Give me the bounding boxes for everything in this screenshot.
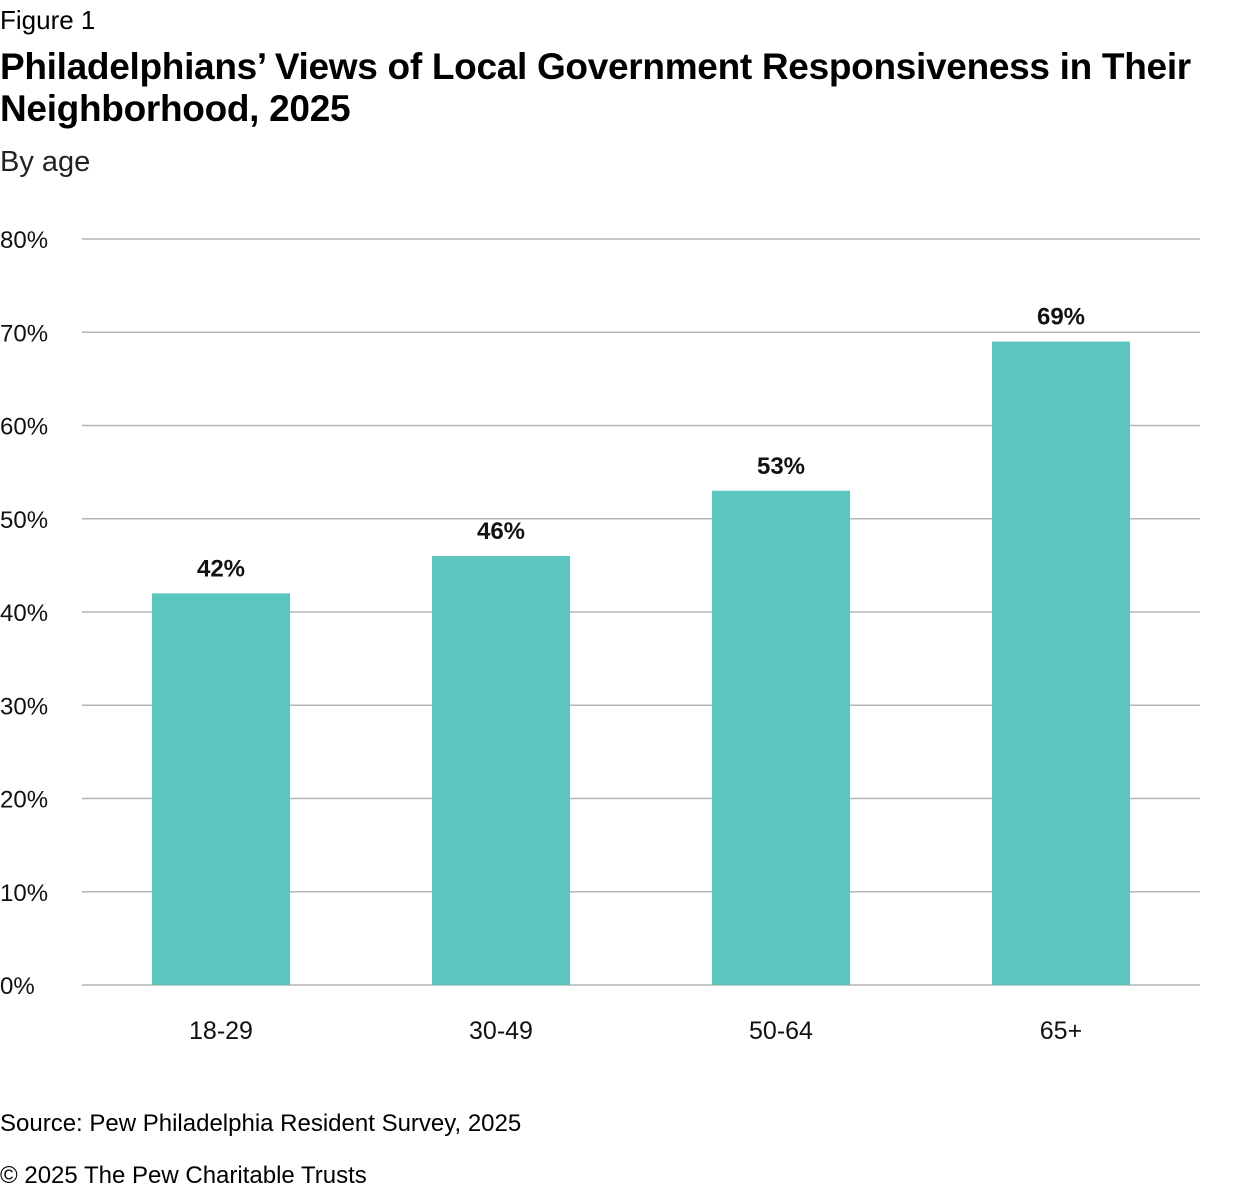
y-tick-label: 20% [0,787,48,814]
figure-label: Figure 1 [0,5,96,35]
y-tick-label: 80% [0,227,48,254]
copyright-note: © 2025 The Pew Charitable Trusts [0,1162,367,1189]
bar-chart: 0%10%20%30%40%50%60%70%80% 42%46%53%69% … [0,227,1200,1045]
bars [152,341,1130,985]
x-tick-label: 50-64 [749,1017,813,1045]
y-tick-label: 10% [0,880,48,907]
data-label: 42% [197,555,245,582]
bar-30-49 [432,556,570,985]
y-axis-tick-labels: 0% 10% 20% 30% 40% 50% 60% 70% 80% [0,227,48,1000]
y-tick-label: 70% [0,320,48,347]
bar-18-29 [152,593,290,985]
y-tick-label: 60% [0,414,48,441]
data-label: 53% [757,453,805,480]
y-tick-label: 50% [0,507,48,534]
x-tick-label: 65+ [1040,1017,1082,1045]
bar-50-64 [712,490,850,985]
x-tick-label: 18-29 [189,1017,253,1045]
chart-subtitle: By age [0,146,91,178]
bar-65+ [992,341,1130,985]
data-label: 46% [477,518,525,545]
y-tick-label: 0% [0,973,35,1000]
y-tick-label: 40% [0,600,48,627]
data-labels: 42% 46% 53% 69% [197,304,1085,583]
source-note: Source: Pew Philadelphia Resident Survey… [0,1110,522,1137]
data-label: 69% [1037,304,1085,331]
y-tick-label: 30% [0,693,48,720]
chart-title: Philadelphians’ Views of Local Governmen… [0,46,1191,129]
x-tick-label: 30-49 [469,1017,533,1045]
x-axis-tick-labels: 18-29 30-49 50-64 65+ [189,1017,1082,1045]
